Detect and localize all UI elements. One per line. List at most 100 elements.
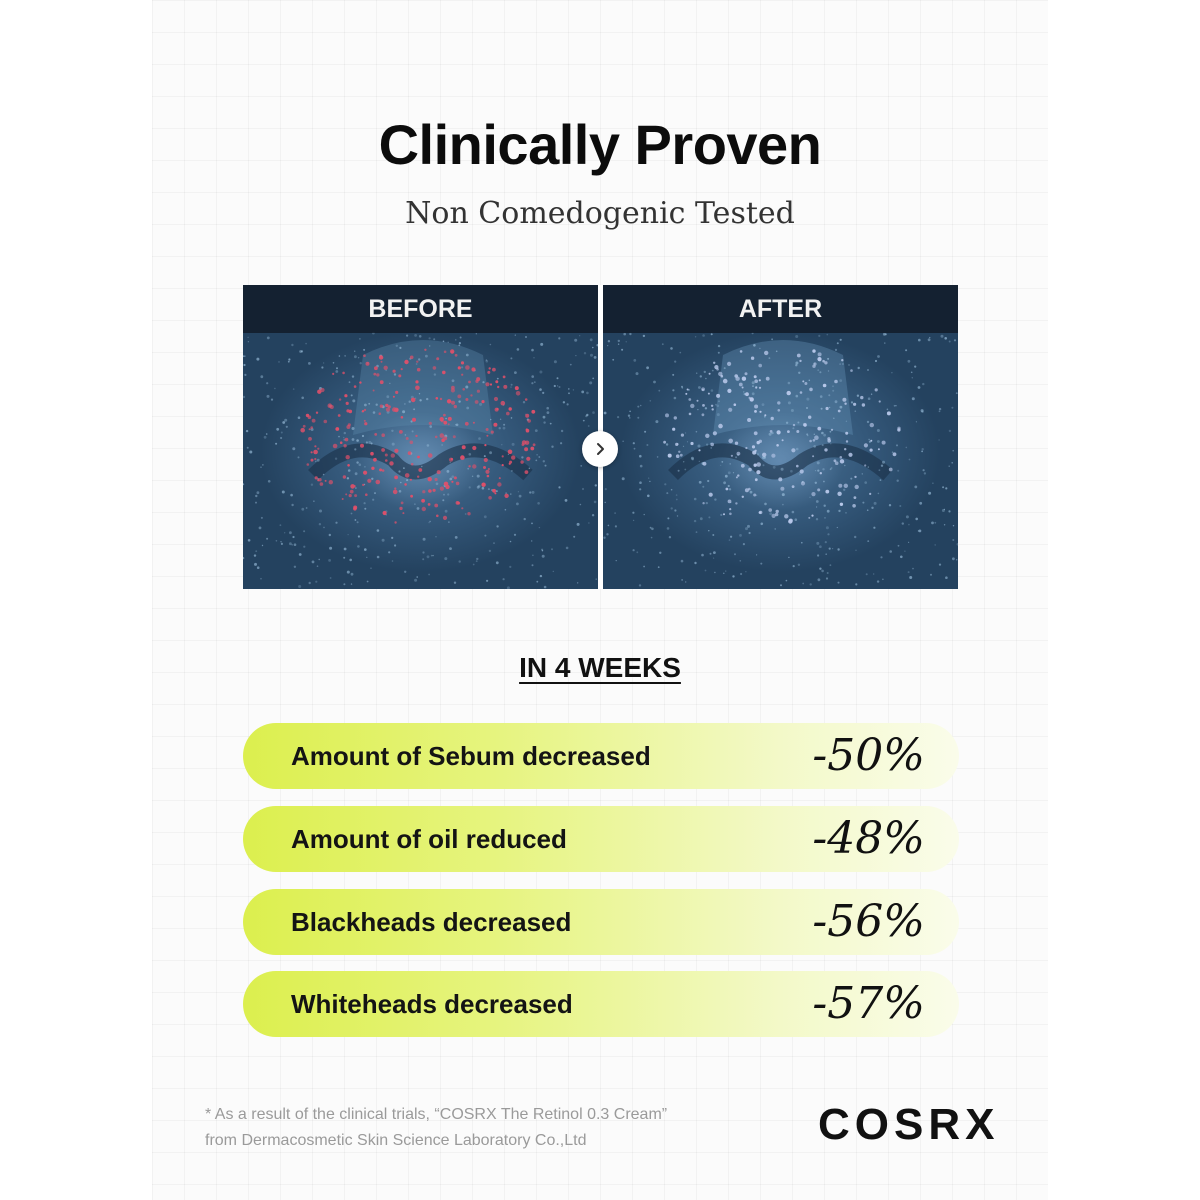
skin-speckle [642,334,646,338]
skin-speckle [607,345,609,347]
pore-dot [475,379,479,383]
skin-speckle [780,467,784,471]
pore-dot [379,468,383,472]
skin-speckle [490,418,492,421]
skin-speckle [768,432,772,436]
skin-speckle [817,469,820,472]
skin-speckle [368,402,371,405]
pore-dot [811,514,814,517]
skin-speckle [594,484,597,487]
skin-speckle [809,496,811,498]
skin-speckle [256,566,260,569]
skin-speckle [816,506,818,508]
skin-speckle [350,583,353,585]
pore-dot [300,427,305,433]
skin-speckle [282,421,286,424]
skin-speckle [533,357,535,359]
pore-dot [817,352,822,357]
skin-speckle [356,521,359,524]
skin-speckle [551,548,553,551]
pore-dot [702,502,705,505]
pore-dot [350,484,355,489]
pore-dot [422,490,426,494]
skin-speckle [255,550,258,553]
pore-dot [777,401,781,405]
pore-dot [514,386,519,391]
pore-dot [457,366,461,370]
skin-speckle [244,355,246,357]
skin-speckle [364,465,366,468]
skin-speckle [284,532,286,534]
pore-dot [524,398,528,401]
skin-speckle [904,550,906,552]
skin-speckle [572,389,575,391]
stat-label: Blackheads decreased [291,907,572,937]
skin-speckle [792,565,795,568]
skin-speckle [291,543,294,546]
skin-speckle [854,410,857,412]
pore-dot [323,419,328,424]
pore-dot [319,482,324,486]
skin-speckle [391,429,394,432]
skin-speckle [516,502,519,506]
pore-dot [754,410,757,413]
pore-dot [434,435,438,439]
skin-speckle [298,553,302,556]
skin-speckle [649,480,651,483]
pore-dot [329,405,334,409]
pore-dot [756,462,761,467]
skin-speckle [834,400,838,404]
skin-speckle [806,397,810,401]
pore-dot [385,403,389,408]
pore-dot [762,452,767,457]
skin-speckle [827,357,830,360]
skin-speckle [629,417,631,419]
skin-speckle [281,490,285,494]
pore-dot [745,446,748,450]
pore-dot [501,455,504,458]
skin-speckle [537,502,540,505]
footnote-line: * As a result of the clinical trials, “C… [205,1106,668,1123]
skin-speckle [453,581,457,584]
skin-speckle [632,511,635,514]
skin-speckle [558,386,561,388]
skin-speckle [684,432,687,434]
skin-speckle [305,342,307,345]
skin-speckle [261,544,264,547]
pore-dot [448,457,454,462]
pore-dot [421,498,425,503]
skin-speckle [870,393,873,395]
pore-dot [863,443,868,448]
skin-speckle [291,343,294,347]
pore-dot [524,470,529,474]
skin-speckle [886,408,889,411]
skin-speckle [426,397,429,401]
pore-dot [410,494,413,498]
skin-speckle [266,336,270,340]
skin-speckle [704,569,707,572]
skin-speckle [665,443,669,446]
pore-dot [310,451,313,454]
skin-speckle [566,403,569,406]
skin-speckle [511,470,513,472]
pore-dot [751,445,756,449]
pore-dot [409,478,412,481]
skin-speckle [447,341,449,343]
stat-row-oil: Amount of oil reduced -48% [243,806,959,872]
pore-dot [791,485,795,488]
skin-speckle [876,580,880,583]
skin-speckle [874,359,878,363]
pore-dot [308,437,312,441]
pore-dot [335,427,340,431]
after-label: AFTER [603,285,958,333]
skin-speckle [827,533,830,536]
pore-dot [787,430,790,433]
pore-dot [723,513,725,516]
pore-dot [339,441,343,444]
skin-speckle [418,335,422,338]
pore-dot [495,380,499,384]
pore-dot [869,492,872,495]
compare-arrow-button[interactable] [582,431,618,467]
skin-speckle [771,338,773,341]
skin-speckle [435,482,439,486]
